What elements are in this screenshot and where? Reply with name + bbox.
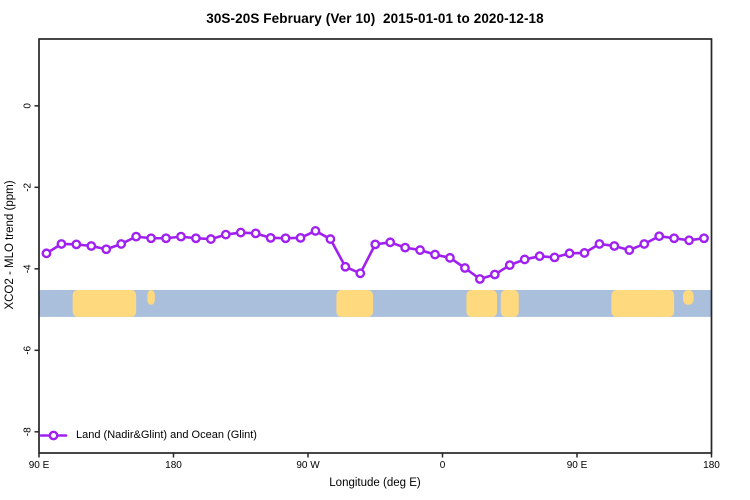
data-point-marker — [579, 248, 590, 258]
data-point-marker — [176, 231, 186, 242]
data-point-marker — [430, 249, 440, 260]
data-point-marker — [669, 233, 680, 244]
y-tick-label: -6 — [23, 345, 34, 354]
data-point-marker — [370, 239, 381, 250]
data-point-marker — [549, 252, 560, 263]
data-point-marker — [654, 231, 665, 242]
data-point-marker — [280, 233, 291, 244]
data-point-marker — [161, 233, 171, 244]
data-point-marker — [265, 232, 276, 243]
data-point-marker — [400, 242, 411, 253]
data-point-marker — [564, 248, 575, 259]
land-patch — [72, 290, 137, 317]
data-point-marker — [474, 274, 485, 284]
data-point-marker — [624, 245, 635, 255]
data-point-marker — [250, 228, 261, 239]
data-point-marker — [460, 263, 470, 273]
data-point-marker — [489, 269, 500, 280]
plot-border — [38, 38, 713, 454]
data-point-marker — [86, 241, 97, 251]
y-tick-label: -8 — [23, 427, 34, 436]
data-point-marker — [325, 234, 336, 244]
x-tick-label: 0 — [440, 460, 446, 471]
data-point-marker — [310, 226, 321, 236]
data-point-marker — [146, 233, 156, 244]
data-point-marker — [101, 244, 112, 255]
data-point-marker — [235, 227, 246, 238]
trend-line — [45, 229, 706, 281]
y-tick-label: -2 — [23, 182, 34, 191]
data-point-marker — [355, 268, 366, 279]
land-patch — [611, 290, 675, 317]
land-patch — [336, 290, 374, 317]
data-point-marker — [415, 245, 425, 255]
data-point-marker — [684, 235, 694, 246]
data-point-marker — [445, 252, 455, 263]
x-tick-label: 180 — [703, 460, 720, 471]
data-point-marker — [71, 239, 82, 250]
data-point-marker — [534, 251, 545, 262]
y-tick-label: 0 — [23, 103, 34, 109]
legend-label: Land (Nadir&Glint) and Ocean (Glint) — [76, 429, 257, 441]
data-point-marker — [220, 229, 231, 240]
legend-key-marker — [48, 430, 59, 441]
data-point-marker — [504, 260, 515, 271]
data-point-marker — [41, 248, 52, 259]
data-point-marker — [191, 233, 201, 244]
data-point-marker — [295, 232, 306, 243]
x-tick-label: 180 — [165, 460, 182, 471]
data-point-marker — [56, 239, 67, 249]
x-tick-label: 90 E — [29, 460, 50, 471]
data-point-marker — [594, 239, 605, 249]
x-axis-title: Longitude (deg E) — [329, 477, 421, 489]
land-patch — [683, 290, 694, 305]
ocean-band — [39, 290, 712, 317]
data-point-marker — [699, 233, 709, 244]
land-patch — [466, 290, 498, 317]
data-point-marker — [609, 241, 620, 251]
x-tick-label: 90 W — [296, 460, 320, 471]
chart-title: 30S-20S February (Ver 10) 2015-01-01 to … — [206, 11, 544, 26]
data-point-marker — [205, 234, 216, 244]
data-point-marker — [340, 261, 351, 272]
land-patch — [147, 290, 155, 305]
data-point-marker — [639, 239, 650, 249]
data-point-marker — [116, 239, 127, 249]
data-point-marker — [385, 237, 396, 248]
data-point-marker — [131, 231, 142, 242]
data-point-marker — [519, 254, 530, 265]
x-tick-label: 90 E — [567, 460, 588, 471]
y-tick-label: -4 — [23, 264, 34, 273]
land-patch — [500, 290, 519, 317]
